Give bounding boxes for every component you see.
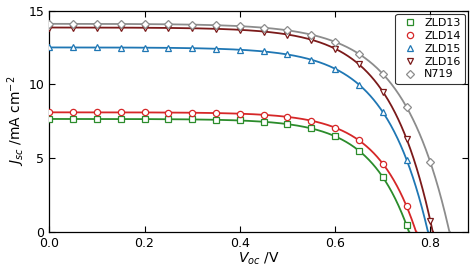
ZLD14 (237, 112, 243, 115)
ZLD15 (70, 46, 76, 49)
ZLD16 (237, 28, 243, 31)
ZLD13 (332, 135, 338, 138)
ZLD13 (189, 118, 195, 121)
ZLD16 (142, 26, 147, 29)
ZLD16 (189, 27, 195, 30)
N719 (118, 22, 124, 26)
ZLD14 (189, 111, 195, 114)
ZLD15 (356, 83, 362, 86)
ZLD15 (94, 46, 100, 49)
ZLD16 (261, 30, 266, 33)
ZLD16 (428, 219, 433, 222)
N719 (94, 22, 100, 26)
N719 (237, 25, 243, 28)
ZLD13 (356, 149, 362, 152)
N719 (213, 23, 219, 27)
ZLD14 (284, 115, 290, 118)
ZLD14 (380, 162, 385, 165)
ZLD14 (70, 111, 76, 114)
ZLD13 (404, 224, 410, 227)
ZLD14 (165, 111, 171, 114)
Y-axis label: $J_{sc}$ /mA cm$^{-2}$: $J_{sc}$ /mA cm$^{-2}$ (6, 76, 27, 166)
ZLD15 (237, 48, 243, 51)
N719 (70, 22, 76, 25)
N719 (46, 22, 52, 25)
ZLD15 (213, 47, 219, 51)
N719 (356, 52, 362, 55)
ZLD14 (46, 111, 52, 114)
ZLD16 (165, 26, 171, 29)
ZLD15 (284, 53, 290, 56)
ZLD16 (356, 63, 362, 66)
ZLD16 (380, 90, 385, 93)
ZLD13 (284, 123, 290, 126)
ZLD14 (404, 204, 410, 208)
ZLD15 (189, 46, 195, 50)
ZLD15 (404, 158, 410, 161)
ZLD14 (332, 126, 338, 129)
N719 (332, 40, 338, 43)
N719 (165, 23, 171, 26)
ZLD13 (94, 117, 100, 121)
ZLD13 (261, 120, 266, 123)
ZLD16 (404, 137, 410, 140)
ZLD15 (142, 46, 147, 49)
ZLD16 (94, 26, 100, 29)
ZLD15 (118, 46, 124, 49)
N719 (189, 23, 195, 26)
ZLD13 (309, 127, 314, 130)
Legend: ZLD13, ZLD14, ZLD15, ZLD16, N719: ZLD13, ZLD14, ZLD15, ZLD16, N719 (395, 14, 465, 84)
ZLD14 (261, 113, 266, 117)
ZLD15 (332, 67, 338, 70)
ZLD13 (142, 117, 147, 121)
N719 (261, 26, 266, 29)
ZLD16 (118, 26, 124, 29)
ZLD14 (356, 139, 362, 142)
N719 (428, 161, 433, 164)
Line: ZLD16: ZLD16 (46, 24, 433, 224)
ZLD16 (309, 38, 314, 41)
N719 (309, 33, 314, 36)
ZLD14 (142, 111, 147, 114)
Line: ZLD13: ZLD13 (46, 116, 410, 228)
ZLD16 (213, 27, 219, 31)
ZLD13 (213, 118, 219, 121)
X-axis label: $V_{oc}$ /V: $V_{oc}$ /V (238, 251, 280, 268)
ZLD16 (46, 26, 52, 29)
ZLD14 (213, 111, 219, 115)
ZLD15 (261, 50, 266, 53)
ZLD16 (332, 47, 338, 50)
ZLD16 (284, 33, 290, 36)
ZLD13 (237, 119, 243, 122)
N719 (380, 72, 385, 75)
ZLD13 (46, 117, 52, 121)
ZLD15 (309, 58, 314, 61)
ZLD15 (165, 46, 171, 49)
ZLD13 (118, 117, 124, 121)
Line: N719: N719 (46, 21, 433, 165)
ZLD16 (70, 26, 76, 29)
Line: ZLD15: ZLD15 (46, 44, 410, 163)
ZLD13 (70, 117, 76, 121)
ZLD14 (118, 111, 124, 114)
ZLD13 (380, 175, 385, 179)
ZLD14 (309, 119, 314, 122)
N719 (404, 105, 410, 109)
ZLD14 (94, 111, 100, 114)
ZLD13 (165, 118, 171, 121)
ZLD15 (380, 110, 385, 114)
N719 (284, 29, 290, 32)
N719 (142, 22, 147, 26)
ZLD15 (46, 46, 52, 49)
Line: ZLD14: ZLD14 (46, 109, 410, 209)
